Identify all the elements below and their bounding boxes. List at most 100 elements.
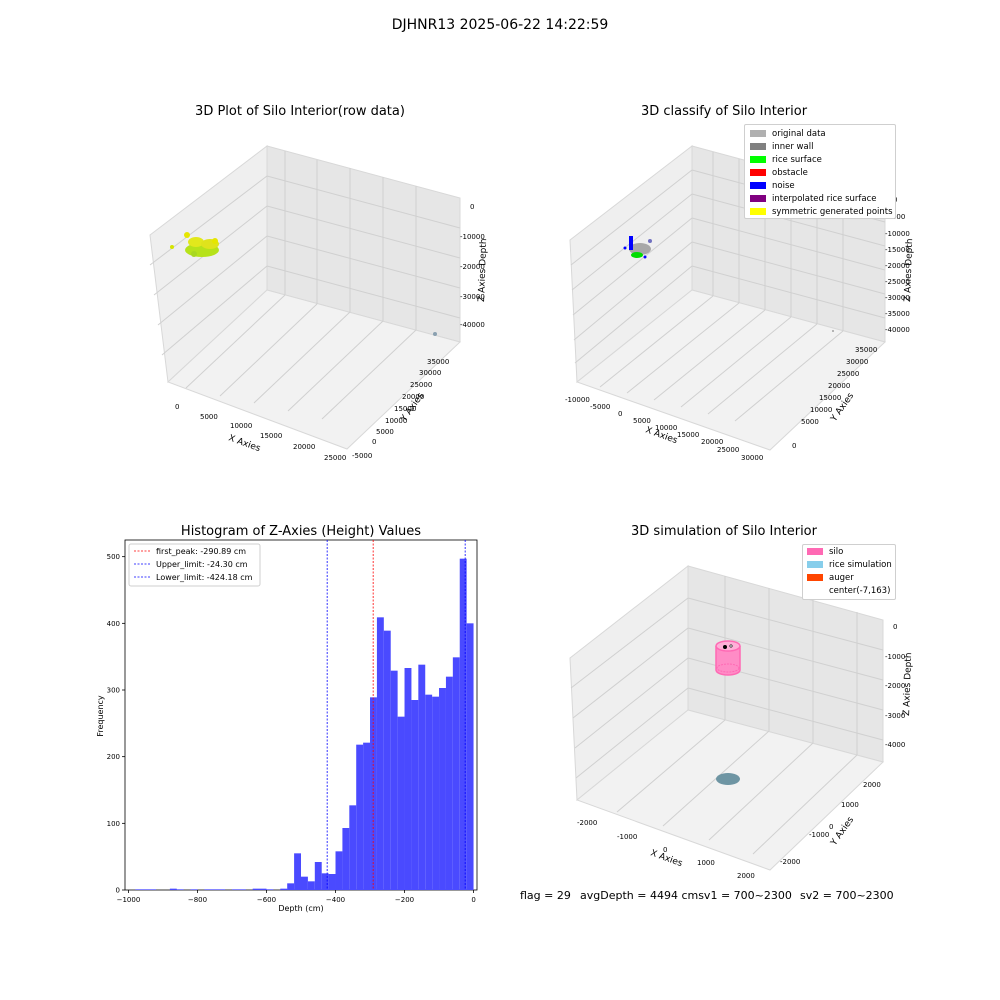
raw-y-tick: 0 (372, 438, 376, 446)
histogram-x-tick-label: −800 (188, 896, 207, 904)
legend-swatch-center (807, 587, 823, 594)
classify-legend: original data inner wall rice surface ob… (744, 124, 896, 219)
simulation-z-axis-label: Z Axies Depth (902, 652, 914, 716)
sv2-text: sv2 = 700~2300 (800, 889, 894, 902)
histogram-bar (287, 883, 295, 890)
histogram-bar (349, 805, 357, 890)
simulation-z-tick: -3000 (885, 712, 905, 720)
histogram-bar (383, 630, 391, 890)
classify-z-tick: -30000 (885, 294, 910, 302)
rice-simulation-surface (716, 773, 740, 785)
classify-z-tick: -40000 (885, 326, 910, 334)
legend-swatch-symmetric (750, 208, 766, 215)
simulation-y-axis-label: Y Axies (829, 815, 857, 848)
classify-y-tick: 10000 (810, 406, 832, 414)
silo-cylinder (715, 640, 741, 676)
histogram-x-tick-label: −200 (395, 896, 414, 904)
histogram-y-tick-label: 100 (107, 820, 120, 828)
histogram-bar (363, 742, 371, 890)
histogram-bars (135, 558, 474, 890)
simulation-z-tick: -4000 (885, 741, 905, 749)
legend-entry-rice-surface: rice surface (750, 154, 893, 167)
raw-y-tick: 20000 (402, 393, 424, 401)
legend-entry-noise: noise (750, 180, 893, 193)
histogram-y-tick-label: 300 (107, 687, 120, 695)
legend-swatch-obstacle (750, 169, 766, 176)
raw-y-tick: 10000 (385, 417, 407, 425)
figure-title: DJHNR13 2025-06-22 14:22:59 (391, 17, 609, 33)
histogram-bar (176, 889, 184, 890)
simulation-plot-title: 3D simulation of Silo Interior (631, 524, 817, 539)
histogram-bar (328, 874, 336, 890)
classify-x-tick: 20000 (701, 438, 723, 446)
histogram-bar (432, 696, 440, 890)
histogram-title: Histogram of Z-Axies (Height) Values (180, 524, 422, 539)
histogram-bar (397, 716, 405, 890)
histogram-bar (404, 668, 412, 890)
histogram-bar (376, 617, 384, 890)
histogram-bar (190, 889, 198, 890)
raw-y-tick: 35000 (427, 358, 449, 366)
classify-x-tick: 10000 (655, 424, 677, 432)
histogram-bar (169, 888, 177, 890)
raw-y-tick: -5000 (352, 452, 372, 460)
classify-outlier-point (832, 330, 834, 332)
simulation-legend: silo rice simulation auger center(-7,163… (802, 544, 896, 600)
histogram-bar (466, 623, 474, 890)
avg-depth-text: avgDepth = 4494 cmsv1 = 700~2300 (580, 889, 792, 902)
simulation-floor-pane (575, 709, 884, 871)
simulation-y-tick: -1000 (809, 831, 829, 839)
raw-outlier-point (433, 332, 437, 336)
histogram-bar (231, 889, 246, 890)
histogram-bar (314, 862, 322, 890)
raw-y-tick: 15000 (394, 405, 416, 413)
raw-x-tick: 20000 (293, 443, 315, 451)
classify-x-tick: 30000 (741, 454, 763, 462)
legend-swatch-rice-surface (750, 156, 766, 163)
simulation-y-tick: 2000 (863, 781, 881, 789)
raw-y-tick: 30000 (419, 369, 441, 377)
classify-x-tick: 5000 (633, 417, 651, 425)
classify-y-tick: 15000 (819, 394, 841, 402)
legend-label-upper-limit: Upper_limit: -24.30 cm (156, 560, 248, 569)
raw-floor-pane (167, 289, 461, 450)
histogram-legend-box (128, 543, 261, 587)
classify-z-axis-label: Z Axies Depth (903, 238, 915, 302)
legend-label-first-peak: first_peak: -290.89 cm (156, 547, 246, 556)
histogram-y-tick-label: 200 (107, 753, 120, 761)
histogram-bar (135, 889, 157, 890)
histogram-x-ticks: −1000 −800 −600 −400 −200 0 (117, 890, 476, 904)
histogram-legend: first_peak: -290.89 cm Upper_limit: -24.… (128, 543, 261, 587)
raw-plot-title: 3D Plot of Silo Interior(row data) (195, 104, 405, 119)
simulation-z-tick: -1000 (885, 653, 905, 661)
histogram-x-axis-label: Depth (cm) (278, 904, 323, 913)
histogram-bar (204, 889, 226, 890)
raw-x-tick: 5000 (200, 413, 218, 421)
histogram-x-tick-label: −600 (257, 896, 276, 904)
histogram-bar (459, 558, 467, 890)
simulation-x-tick: -1000 (617, 833, 637, 841)
classify-x-tick: -5000 (590, 403, 610, 411)
histogram-bar (356, 744, 364, 890)
legend-swatch-silo (807, 548, 823, 555)
classify-z-tick: -10000 (885, 230, 910, 238)
raw-point-cluster (170, 232, 219, 257)
simulation-x-tick: 2000 (737, 872, 755, 880)
histogram-bar (280, 888, 288, 890)
raw-z-tick: -40000 (460, 321, 485, 329)
classify-point-cluster (623, 236, 652, 259)
legend-entry-original-data: original data (750, 128, 893, 141)
simulation-z-tick: -2000 (885, 682, 905, 690)
classify-z-tick: -25000 (885, 278, 910, 286)
legend-swatch-interpolated (750, 195, 766, 202)
classify-z-tick: -15000 (885, 246, 910, 254)
classify-y-tick: 35000 (855, 346, 877, 354)
histogram-bar (252, 888, 267, 890)
histogram-x-tick-label: −400 (326, 896, 345, 904)
raw-z-tick: -10000 (460, 233, 485, 241)
histogram-bar (390, 670, 398, 890)
histogram-x-tick-label: −1000 (117, 896, 141, 904)
histogram-bar (321, 873, 329, 890)
simulation-y-tick: -2000 (780, 858, 800, 866)
histogram-bar (452, 657, 460, 890)
